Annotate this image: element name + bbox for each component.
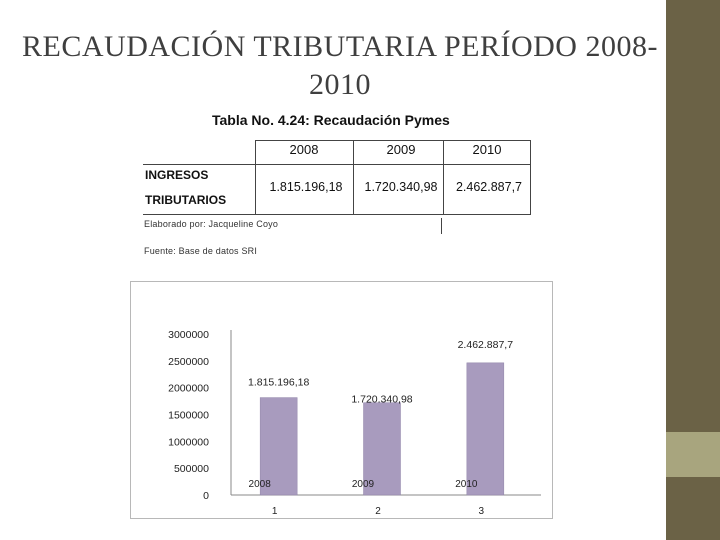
data-label-3: 2.462.887,7 <box>458 339 514 351</box>
y-tick-label-5: 2500000 <box>168 356 209 368</box>
table-caption: Tabla No. 4.24: Recaudación Pymes <box>212 112 450 128</box>
revenue-table: 2008 2009 2010 INGRESOS TRIBUTARIOS 1.81… <box>143 138 533 216</box>
x-tick-label-3: 3 <box>479 506 485 517</box>
table-top-rule <box>255 140 531 141</box>
table-note-source: Fuente: Base de datos SRI <box>144 246 258 256</box>
table-header-rule <box>143 164 531 165</box>
data-label-2: 1.720.340,98 <box>351 394 412 406</box>
table-col-divider-3 <box>443 140 444 214</box>
table-value-2010: 2.462.887,7 <box>455 180 523 194</box>
table-year-2009: 2009 <box>386 142 416 157</box>
slide-title-line-2: 2010 <box>309 68 371 101</box>
chart-canvas: 0 500000 1000000 1500000 2000000 2500000 30000… <box>168 329 541 517</box>
x-tick-label-2: 2 <box>375 506 381 517</box>
bar-3 <box>466 362 505 496</box>
y-tick-label-2: 1000000 <box>168 436 209 448</box>
table-col-divider-1 <box>255 140 256 214</box>
table-col-divider-2 <box>353 140 354 214</box>
y-tick-label-3: 1500000 <box>168 410 209 422</box>
y-tick-label-4: 2000000 <box>168 383 209 395</box>
bar-2 <box>363 402 401 496</box>
data-label-1: 1.815.196,18 <box>248 377 309 389</box>
table-row-label-line-1: INGRESOS <box>145 168 209 182</box>
table-year-2008: 2008 <box>289 142 319 157</box>
y-tick-label-1: 500000 <box>174 463 209 475</box>
table-note-author: Elaborado por: Jacqueline Coyo <box>144 219 279 229</box>
table-value-2008: 1.815.196,18 <box>269 180 343 194</box>
decorative-sidebar-accent <box>666 432 720 477</box>
slide-title-line-1: RECAUDACIÓN TRIBUTARIA PERÍODO 2008- <box>22 30 658 63</box>
y-tick-label-6: 3000000 <box>168 329 209 341</box>
revenue-table-image: Tabla No. 4.24: Recaudación Pymes 2008 2… <box>138 100 566 263</box>
table-value-2009: 1.720.340,98 <box>364 180 438 194</box>
table-cursor-mark <box>441 218 442 234</box>
bar-1 <box>259 397 298 496</box>
y-tick-label-0: 0 <box>203 490 209 502</box>
revenue-bar-chart: 0 500000 1000000 1500000 2000000 2500000 30000… <box>130 281 553 519</box>
slide-title: RECAUDACIÓN TRIBUTARIA PERÍODO 2008- 201… <box>20 28 660 104</box>
table-year-2010: 2010 <box>472 142 502 157</box>
table-col-divider-4 <box>530 140 531 214</box>
year-label-2010: 2010 <box>455 479 478 490</box>
year-label-2008: 2008 <box>249 479 272 490</box>
x-tick-label-1: 1 <box>272 506 278 517</box>
year-label-2009: 2009 <box>352 479 375 490</box>
table-row-label-line-2: TRIBUTARIOS <box>145 193 227 207</box>
table-bottom-rule <box>143 214 531 215</box>
